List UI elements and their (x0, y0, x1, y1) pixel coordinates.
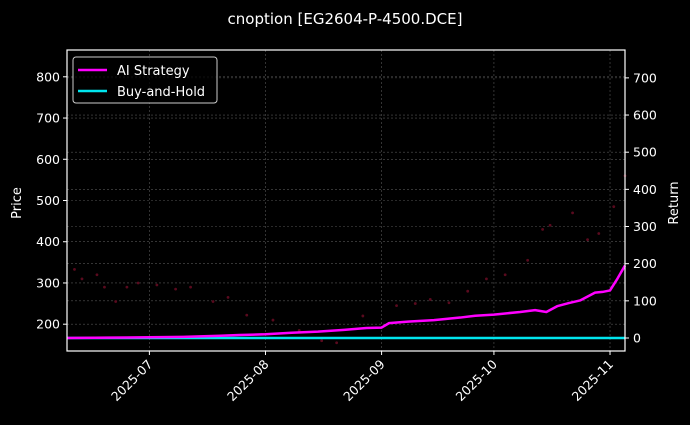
y-axis-right-label: Return (667, 181, 682, 224)
price-dot (174, 287, 178, 291)
price-dot (103, 285, 106, 289)
price-dot (155, 283, 159, 287)
tick-label-right: 0 (633, 330, 641, 345)
price-dot (189, 285, 192, 289)
tick-label-right: 500 (633, 145, 657, 160)
price-dot (125, 285, 129, 289)
price-dot (485, 277, 488, 281)
series-lines (66, 264, 627, 340)
tick-label-left: 600 (36, 152, 60, 167)
tick-label-right: 100 (633, 293, 657, 308)
tick-label-right: 200 (633, 256, 657, 271)
x-axis: 2025-07 2025-08 2025-09 2025-10 2025-11 (108, 351, 616, 404)
price-dot (226, 295, 230, 299)
tick-label-x: 2025-10 (453, 356, 501, 404)
price-dot (361, 314, 365, 318)
price-scatter (73, 174, 627, 345)
y-axis-right: 0 100 200 300 400 500 600 700 (625, 70, 657, 345)
price-dot (271, 318, 275, 322)
tick-label-x: 2025-08 (224, 356, 272, 404)
price-dot (428, 298, 432, 301)
price-dot (114, 300, 118, 303)
price-dot (503, 273, 507, 277)
price-dot (466, 289, 470, 293)
strategy-line (66, 264, 627, 340)
price-dot (571, 211, 574, 215)
y-axis-left-label: Price (10, 187, 25, 219)
legend-box (72, 56, 218, 104)
y-axis-left: 200 300 400 500 600 700 800 (36, 69, 67, 332)
price-dot (95, 273, 99, 277)
legend-label-strategy: AI Strategy (117, 64, 190, 79)
price-dot (136, 281, 140, 285)
price-dot (586, 238, 589, 242)
tick-label-right: 400 (633, 182, 657, 197)
price-dot (413, 302, 417, 305)
price-dot (320, 339, 324, 343)
legend: AI Strategy Buy-and-Hold (72, 56, 218, 104)
price-dot (597, 232, 601, 235)
tick-label-left: 300 (36, 275, 60, 290)
tick-label-right: 600 (633, 108, 657, 123)
tick-label-x: 2025-07 (108, 357, 156, 405)
tick-label-left: 800 (36, 69, 60, 84)
price-dot (541, 227, 545, 231)
price-dot (395, 304, 398, 308)
price-dot (80, 277, 84, 281)
tick-label-left: 700 (36, 111, 60, 126)
tick-label-left: 500 (36, 193, 60, 208)
price-dot (548, 223, 552, 227)
price-dot (526, 258, 530, 262)
legend-label-buyhold: Buy-and-Hold (117, 85, 205, 100)
tick-label-right: 700 (633, 70, 657, 85)
tick-label-left: 200 (36, 317, 60, 332)
chart-title: cnoption [EG2604-P-4500.DCE] (228, 10, 463, 28)
price-dot (612, 205, 616, 209)
price-dot (297, 328, 301, 332)
price-dot (335, 341, 339, 345)
tick-label-x: 2025-09 (340, 356, 388, 404)
tick-label-left: 400 (36, 234, 60, 249)
price-dot (447, 301, 451, 305)
price-dot (73, 267, 76, 271)
tick-label-right: 300 (633, 219, 657, 234)
tick-label-x: 2025-11 (569, 357, 617, 405)
price-dot (211, 300, 215, 303)
price-dot (245, 313, 249, 317)
